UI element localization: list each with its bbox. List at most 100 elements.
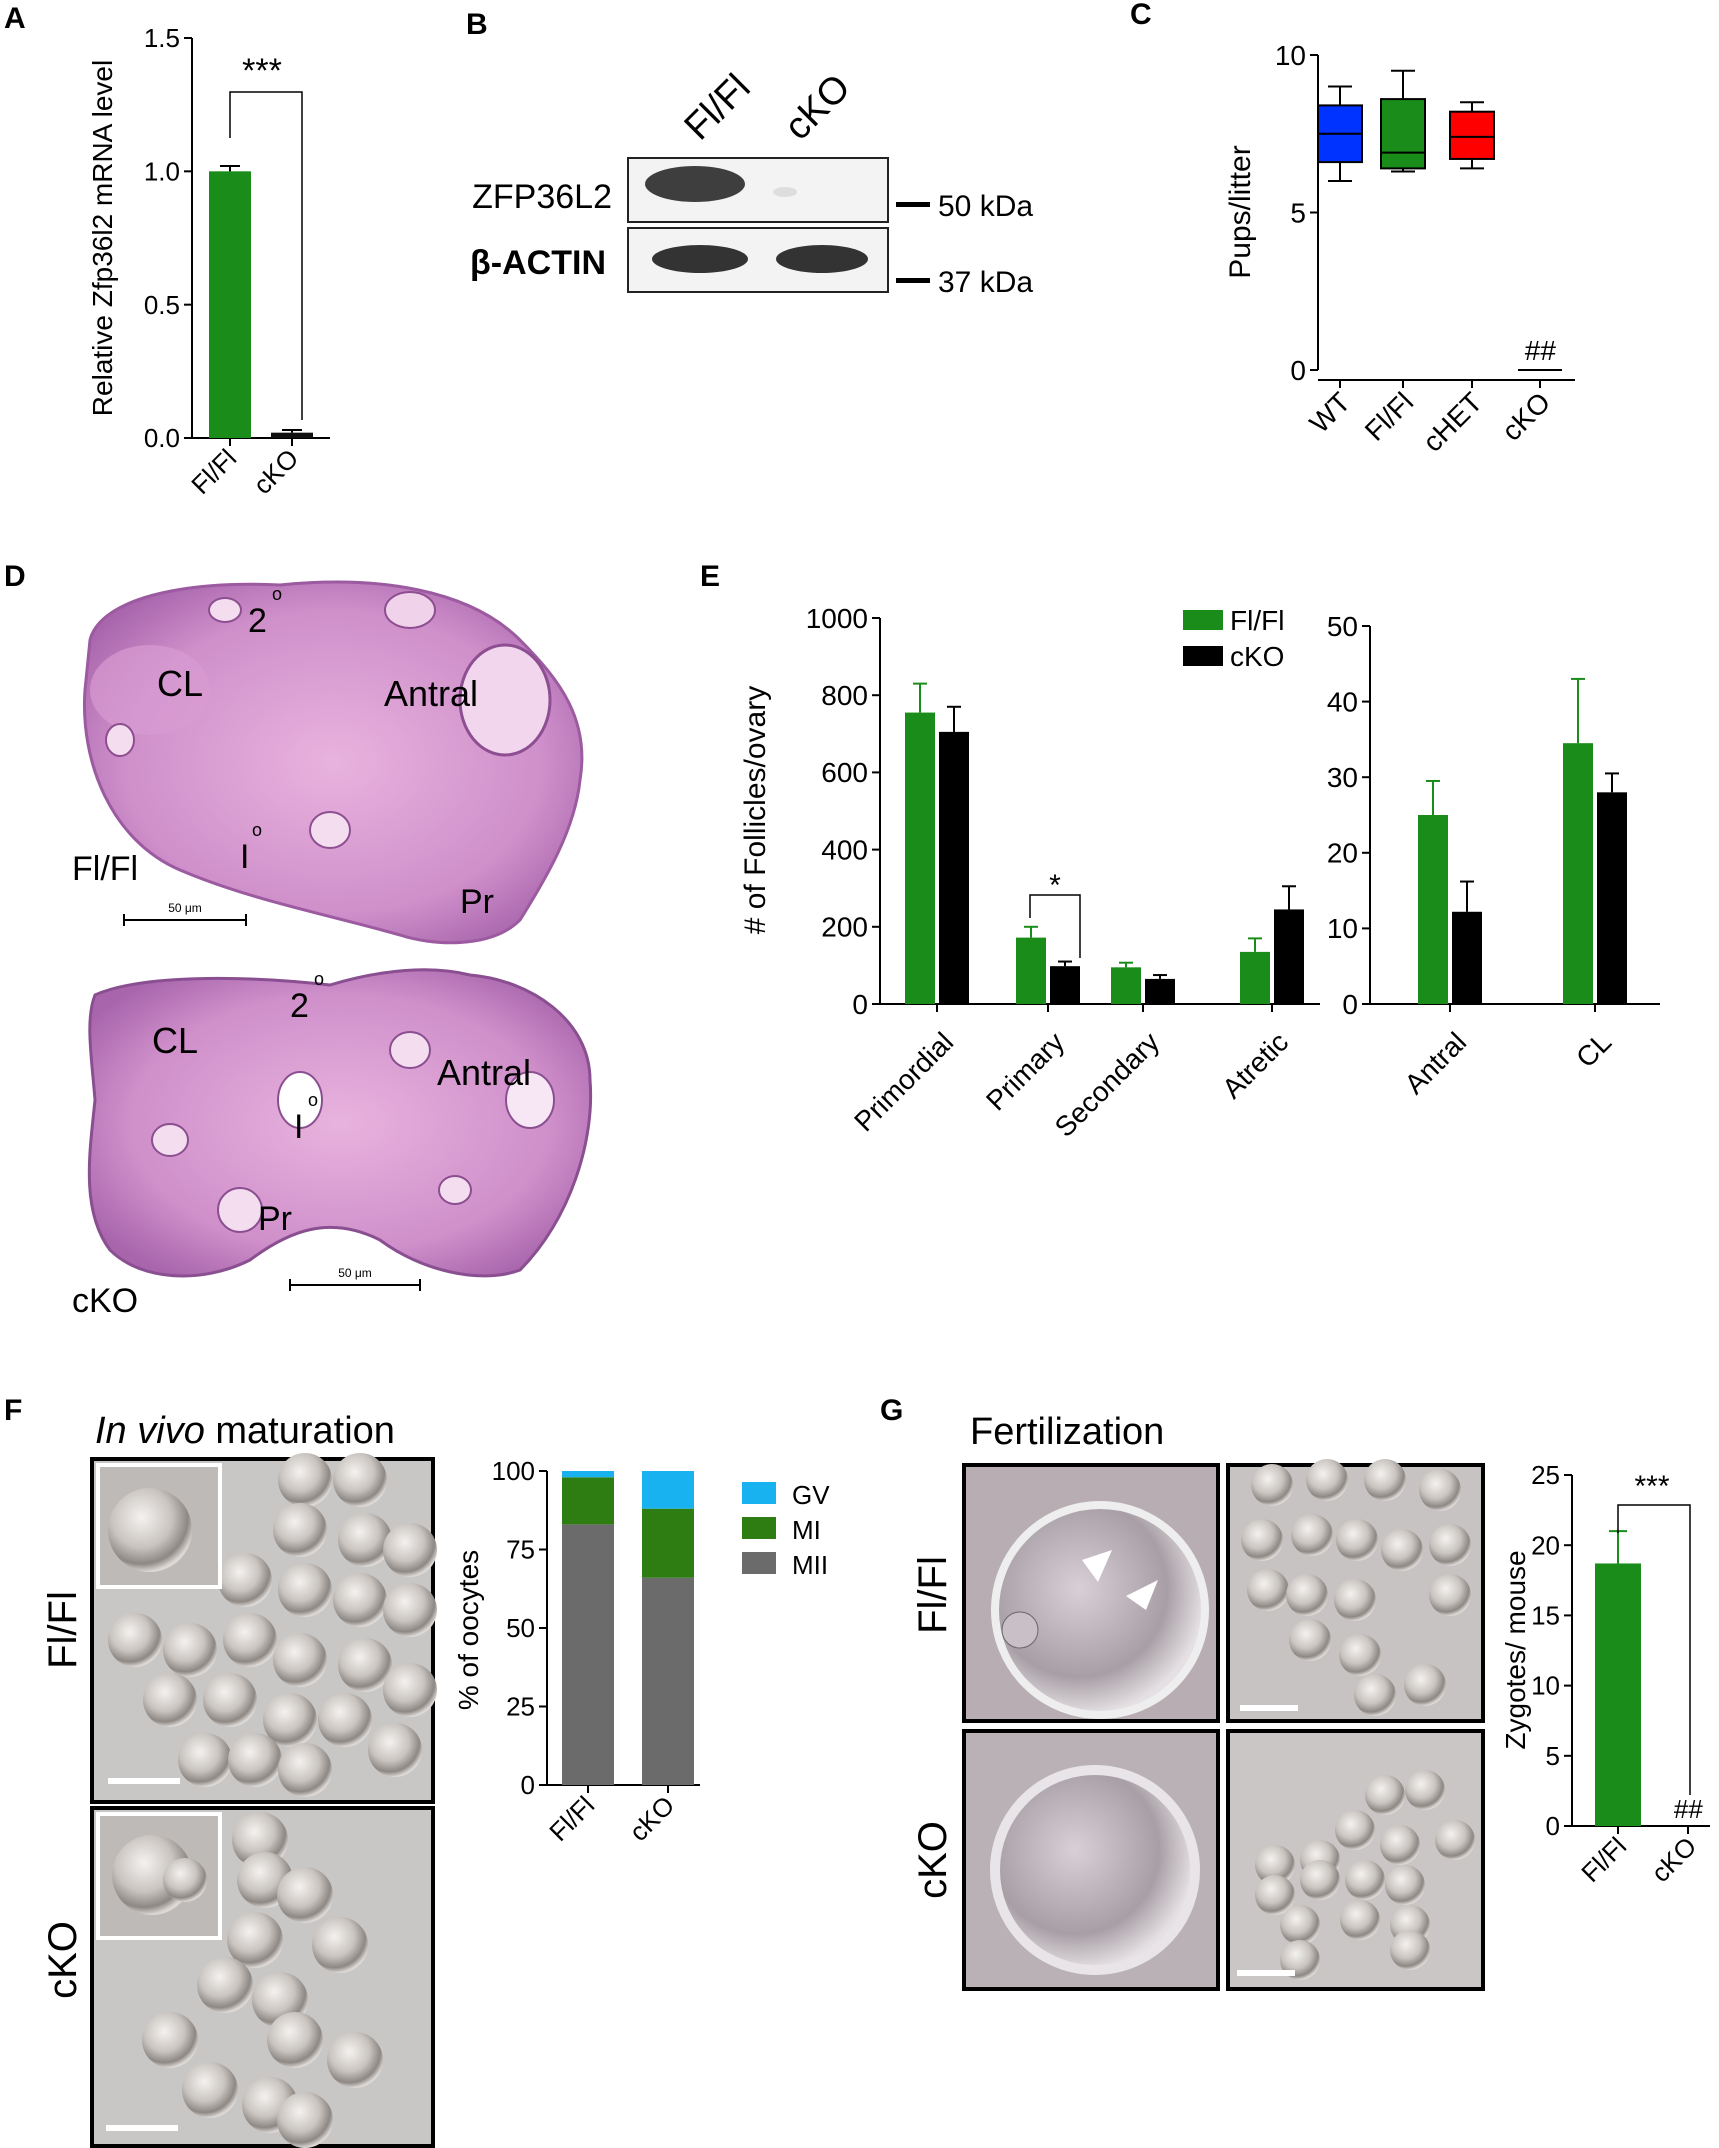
zygote: [1354, 1674, 1396, 1716]
g-y-tick-label: 25: [1531, 1460, 1560, 1490]
zygote: [1429, 1574, 1471, 1616]
lumen-bottom: [277, 1071, 323, 1129]
f-y-tick-label: 0: [521, 1770, 535, 1800]
e-right-y-tick-label: 50: [1327, 611, 1358, 642]
e-left-y-tick-label: 1000: [806, 603, 868, 634]
label-2-top: 2: [248, 602, 267, 640]
label-cl-bottom: CL: [152, 1020, 198, 1061]
c-box: [1449, 110, 1495, 160]
g-y-label: Zygotes/ mouse: [1500, 1550, 1531, 1749]
e-bar-flfl: [1111, 967, 1141, 1004]
e-bar-flfl: [1240, 951, 1270, 1004]
arrowhead-2: [1126, 1580, 1158, 1610]
a-bar: [209, 171, 251, 439]
panel-f-title: In vivo maturation: [95, 1410, 395, 1452]
e-left-y-tick-label: 200: [821, 912, 868, 943]
oocyte: [327, 2032, 383, 2088]
zygote: [1286, 1574, 1328, 1616]
c-x-tick-label: cKO: [1496, 386, 1556, 446]
f-y-tick-label: 50: [506, 1613, 535, 1643]
g-sig-bracket: [1617, 1504, 1691, 1795]
oocyte: [1380, 1825, 1420, 1865]
panel-label-g: G: [880, 1394, 903, 1427]
zygote: [1404, 1664, 1446, 1706]
chart-g: 0 5 10 15 20 25 Zygotes/ mouse Fl/Fl ## cKO ***: [1500, 1460, 1710, 1888]
panel-g-row-flfl: Fl/Fl: [911, 1556, 955, 1634]
blot-row-actin: β-ACTIN: [470, 244, 606, 282]
e-right-x-tick-label: Antral: [1399, 1026, 1473, 1100]
label-2-circle-top: o: [272, 584, 282, 604]
c-box: [1380, 98, 1426, 170]
panel-g-images: Fertilization Fl/Fl cKO: [911, 1411, 1485, 1991]
e-legend-label: cKO: [1230, 641, 1284, 672]
oocyte: [143, 1673, 197, 1727]
e-right-x-tick-label: CL: [1570, 1026, 1617, 1073]
e-right-bar-cko: [1452, 911, 1482, 1004]
c-x-tick-label: WT: [1304, 386, 1357, 439]
a-y-tick-label: 0.5: [144, 290, 180, 320]
oocyte: [383, 1523, 437, 1577]
zygotes-flfl: [1241, 1459, 1471, 1716]
marker-tick-50: [896, 202, 930, 207]
f-bar-gv: [562, 1471, 614, 1478]
inset-polar-body-cko: [163, 1858, 207, 1902]
c-y-label: Pups/litter: [1224, 145, 1257, 278]
e-right-bar-cko: [1597, 792, 1627, 1004]
zygote: [1291, 1514, 1333, 1556]
g-y-tick-label: 5: [1546, 1741, 1560, 1771]
follicle-top-4: [105, 723, 135, 757]
arrowhead-1: [1082, 1550, 1112, 1582]
e-x-tick-label: Secondary: [1049, 1026, 1166, 1143]
panel-label-b: B: [466, 8, 488, 41]
histology-bottom: 2 o CL Antral I o Pr cKO 50 μm: [72, 968, 593, 1320]
oocyte: [333, 1453, 387, 1507]
oocyte: [277, 2092, 333, 2148]
marker-50kda: 50 kDa: [938, 190, 1033, 223]
e-sig-label: *: [1049, 869, 1061, 902]
marker-37kda: 37 kDa: [938, 266, 1033, 299]
e-right-bar-flfl: [1563, 743, 1593, 1004]
panel-f-row-cko: cKO: [41, 1921, 85, 1999]
f-legend-label: GV: [792, 1480, 830, 1510]
g-y-tick-label: 10: [1531, 1671, 1560, 1701]
label-antral-bottom: Antral: [437, 1052, 531, 1093]
panel-label-d: D: [4, 560, 26, 593]
e-right-y-tick-label: 20: [1327, 838, 1358, 869]
oocyte: [1435, 1820, 1475, 1860]
oocyte: [228, 1733, 282, 1787]
oocyte: [1345, 1860, 1385, 1900]
a-sig-bracket: [229, 91, 303, 420]
c-x-tick-label: Fl/Fl: [1359, 386, 1419, 446]
oocyte: [383, 1663, 437, 1717]
zygote: [1247, 1569, 1289, 1611]
g-sig-label: ***: [1634, 1470, 1669, 1503]
f-legend-label: MII: [792, 1550, 828, 1580]
oocyte: [338, 1638, 392, 1692]
e-bar-flfl: [905, 712, 935, 1004]
zygote-flfl-large: [991, 1501, 1209, 1719]
e-right-bar-flfl: [1418, 815, 1448, 1004]
e-legend-swatch: [1183, 646, 1223, 666]
panel-label-a: A: [4, 2, 26, 35]
f-y-tick-label: 100: [492, 1456, 535, 1486]
oocyte: [333, 1573, 387, 1627]
blot-lane-cko: cKO: [777, 66, 859, 148]
a-sig-label: ***: [242, 52, 282, 90]
e-x-tick-label: Primary: [980, 1026, 1070, 1116]
oocyte: [368, 1723, 422, 1777]
g-y-tick-label: 0: [1546, 1811, 1560, 1841]
c-sig-label: ##: [1524, 335, 1556, 366]
oocyte: [273, 1503, 327, 1557]
oocyte: [273, 1633, 327, 1687]
blot-band-zfp36l2-cko: [773, 187, 797, 197]
oocyte: [108, 1613, 162, 1667]
f-legend-swatch: [742, 1482, 776, 1504]
f-legend-swatch: [742, 1517, 776, 1539]
f-x-tick-label: cKO: [623, 1790, 680, 1847]
e-x-tick-label: Primordial: [848, 1026, 959, 1137]
zygote: [1381, 1529, 1423, 1571]
g-x-tick-label: cKO: [1645, 1831, 1702, 1888]
g-x-tick-label: Fl/Fl: [1575, 1831, 1632, 1888]
